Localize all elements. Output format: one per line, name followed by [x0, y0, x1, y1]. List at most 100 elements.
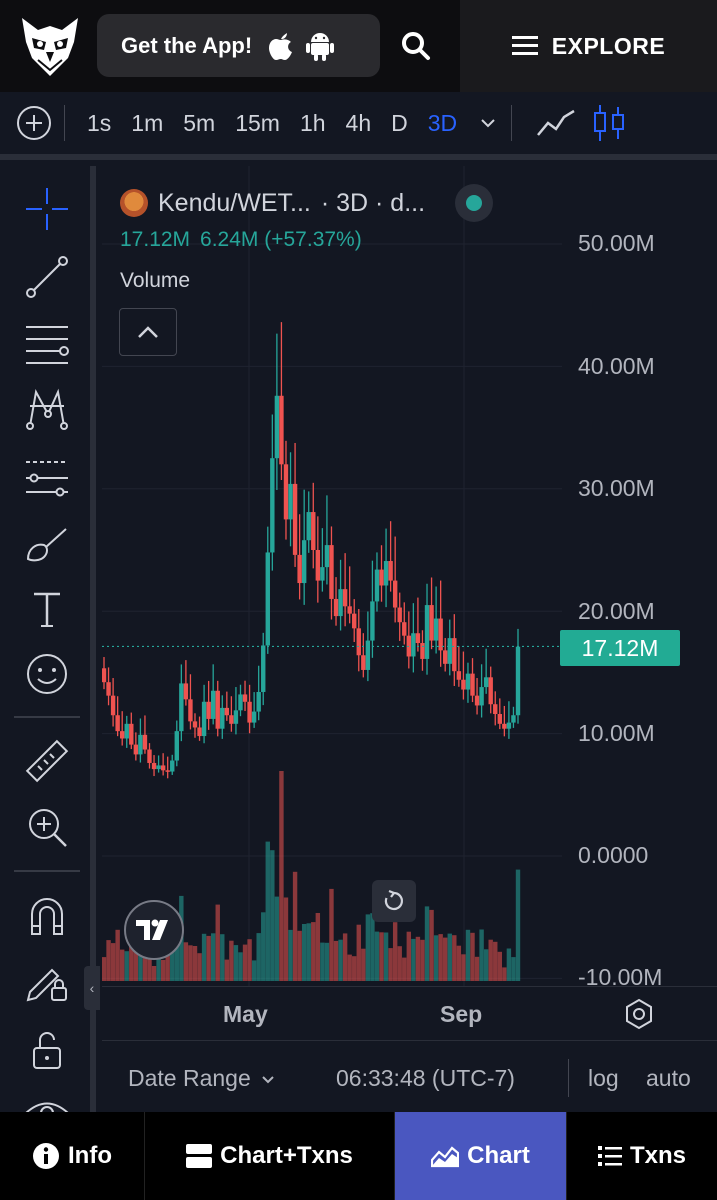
candle-body	[115, 715, 120, 732]
candle-body	[479, 687, 484, 706]
candle-body	[274, 395, 280, 459]
reset-chart-button[interactable]	[372, 880, 416, 922]
interval-1s[interactable]: 1s	[87, 109, 112, 136]
candle-body	[320, 567, 325, 581]
candle-body	[156, 765, 161, 770]
chevron-down-icon[interactable]	[477, 112, 499, 134]
nav-txns[interactable]: Txns	[567, 1112, 717, 1200]
date-range-dropdown[interactable]: Date Range	[128, 1065, 277, 1092]
candle-body	[415, 633, 421, 644]
candle-body	[511, 715, 516, 723]
crosshair-icon[interactable]	[24, 186, 70, 232]
candle-body	[138, 734, 143, 755]
candle-body	[102, 668, 107, 683]
explore-button[interactable]: EXPLORE	[460, 0, 717, 92]
volume-bar	[160, 959, 166, 981]
text-tool-icon[interactable]	[24, 586, 70, 632]
magnet-icon[interactable]	[24, 894, 70, 940]
line-chart-icon[interactable]	[534, 101, 578, 145]
chart-footer: Date Range 06:33:48 (UTC-7) log auto	[102, 1040, 717, 1112]
interval-d[interactable]: D	[391, 109, 408, 136]
search-icon[interactable]	[395, 25, 437, 67]
symbol-name[interactable]: Kendu/WET...	[158, 188, 311, 217]
add-symbol-icon[interactable]	[16, 105, 52, 141]
candles-icon[interactable]	[588, 101, 632, 145]
candle-body	[265, 552, 270, 646]
lock-drawing-icon[interactable]	[24, 958, 70, 1004]
brush-icon[interactable]	[24, 521, 70, 567]
get-app-button[interactable]: Get the App!	[97, 14, 380, 77]
candle-body	[452, 638, 457, 672]
collapse-toolbar-button[interactable]: ‹	[84, 966, 100, 1010]
candle-body	[197, 727, 202, 737]
emoji-icon[interactable]	[24, 651, 70, 697]
volume-bar	[379, 932, 384, 981]
unlock-icon[interactable]	[24, 1026, 70, 1072]
interval-1h[interactable]: 1h	[299, 109, 326, 136]
volume-bar	[370, 913, 375, 981]
interval-4h[interactable]: 4h	[345, 109, 372, 136]
nav-chart-txns[interactable]: Chart+Txns	[145, 1112, 395, 1200]
candle-body	[247, 701, 252, 723]
volume-bar	[392, 922, 398, 981]
volume-bar	[261, 912, 266, 981]
chart-legend[interactable]: Kendu/WET... · 3D · d...	[120, 184, 494, 222]
volume-bar	[497, 951, 503, 981]
volume-bar	[374, 931, 380, 981]
prediction-icon[interactable]	[24, 454, 70, 500]
ruler-icon[interactable]	[24, 738, 70, 784]
volume-bar	[238, 952, 243, 981]
candle-body	[206, 701, 211, 719]
log-scale-toggle[interactable]: log	[588, 1065, 619, 1091]
time-label-sep: Sep	[440, 1001, 483, 1027]
candle-body	[106, 682, 111, 696]
apple-icon	[269, 32, 293, 60]
volume-bar	[352, 956, 357, 981]
auto-scale-toggle[interactable]: auto	[646, 1065, 691, 1091]
volume-bar	[397, 946, 402, 981]
fib-retracement-icon[interactable]	[24, 321, 70, 367]
volume-bar	[188, 945, 193, 981]
candle-body	[356, 628, 361, 656]
top-bar: Get the App! EXPLORE	[0, 0, 717, 92]
volume-bar	[306, 923, 311, 981]
candlestick-chart[interactable]	[102, 166, 717, 986]
price-axis-label: -10.00M	[578, 964, 663, 986]
pattern-icon[interactable]	[24, 386, 70, 432]
price-axis-label: 0.0000	[578, 842, 649, 868]
interval-1m[interactable]: 1m	[131, 109, 164, 136]
tradingview-logo-icon[interactable]	[124, 900, 184, 960]
volume-bar	[347, 954, 352, 981]
volume-bar	[174, 934, 179, 981]
timezone-clock[interactable]: 06:33:48 (UTC-7)	[336, 1065, 515, 1091]
time-axis: May Sep	[102, 986, 717, 1040]
trend-line-icon[interactable]	[24, 254, 70, 300]
nav-info[interactable]: Info	[0, 1112, 145, 1200]
interval-5m[interactable]: 5m	[183, 109, 216, 136]
price-axis-label: 50.00M	[578, 230, 655, 256]
interval-3d[interactable]: 3D	[427, 109, 458, 136]
price-axis-label: 20.00M	[578, 598, 655, 624]
volume-bar	[233, 945, 239, 981]
candle-body	[402, 622, 407, 636]
nav-chart[interactable]: Chart	[395, 1112, 567, 1200]
price-chart[interactable]: Kendu/WET... · 3D · d... 17.12M 6.24M (+…	[102, 166, 717, 986]
volume-bar	[197, 953, 202, 981]
volume-bar	[210, 933, 216, 981]
collapse-legend-button[interactable]	[119, 308, 177, 356]
price-axis-label: 10.00M	[578, 720, 655, 746]
owl-logo-icon[interactable]	[18, 12, 82, 80]
candle-body	[301, 540, 307, 584]
interval-15m[interactable]: 15m	[235, 109, 280, 136]
android-icon	[306, 32, 335, 61]
volume-bar	[438, 934, 443, 981]
nav-txns-label: Txns	[629, 1142, 686, 1169]
candle-body	[506, 722, 512, 729]
zoom-in-icon[interactable]	[24, 804, 70, 850]
volume-label: Volume	[120, 269, 191, 292]
volume-bar	[129, 926, 134, 981]
candle-body	[392, 580, 398, 608]
settings-icon[interactable]	[622, 997, 656, 1031]
volume-bar	[424, 906, 430, 981]
volume-bar	[324, 942, 330, 981]
